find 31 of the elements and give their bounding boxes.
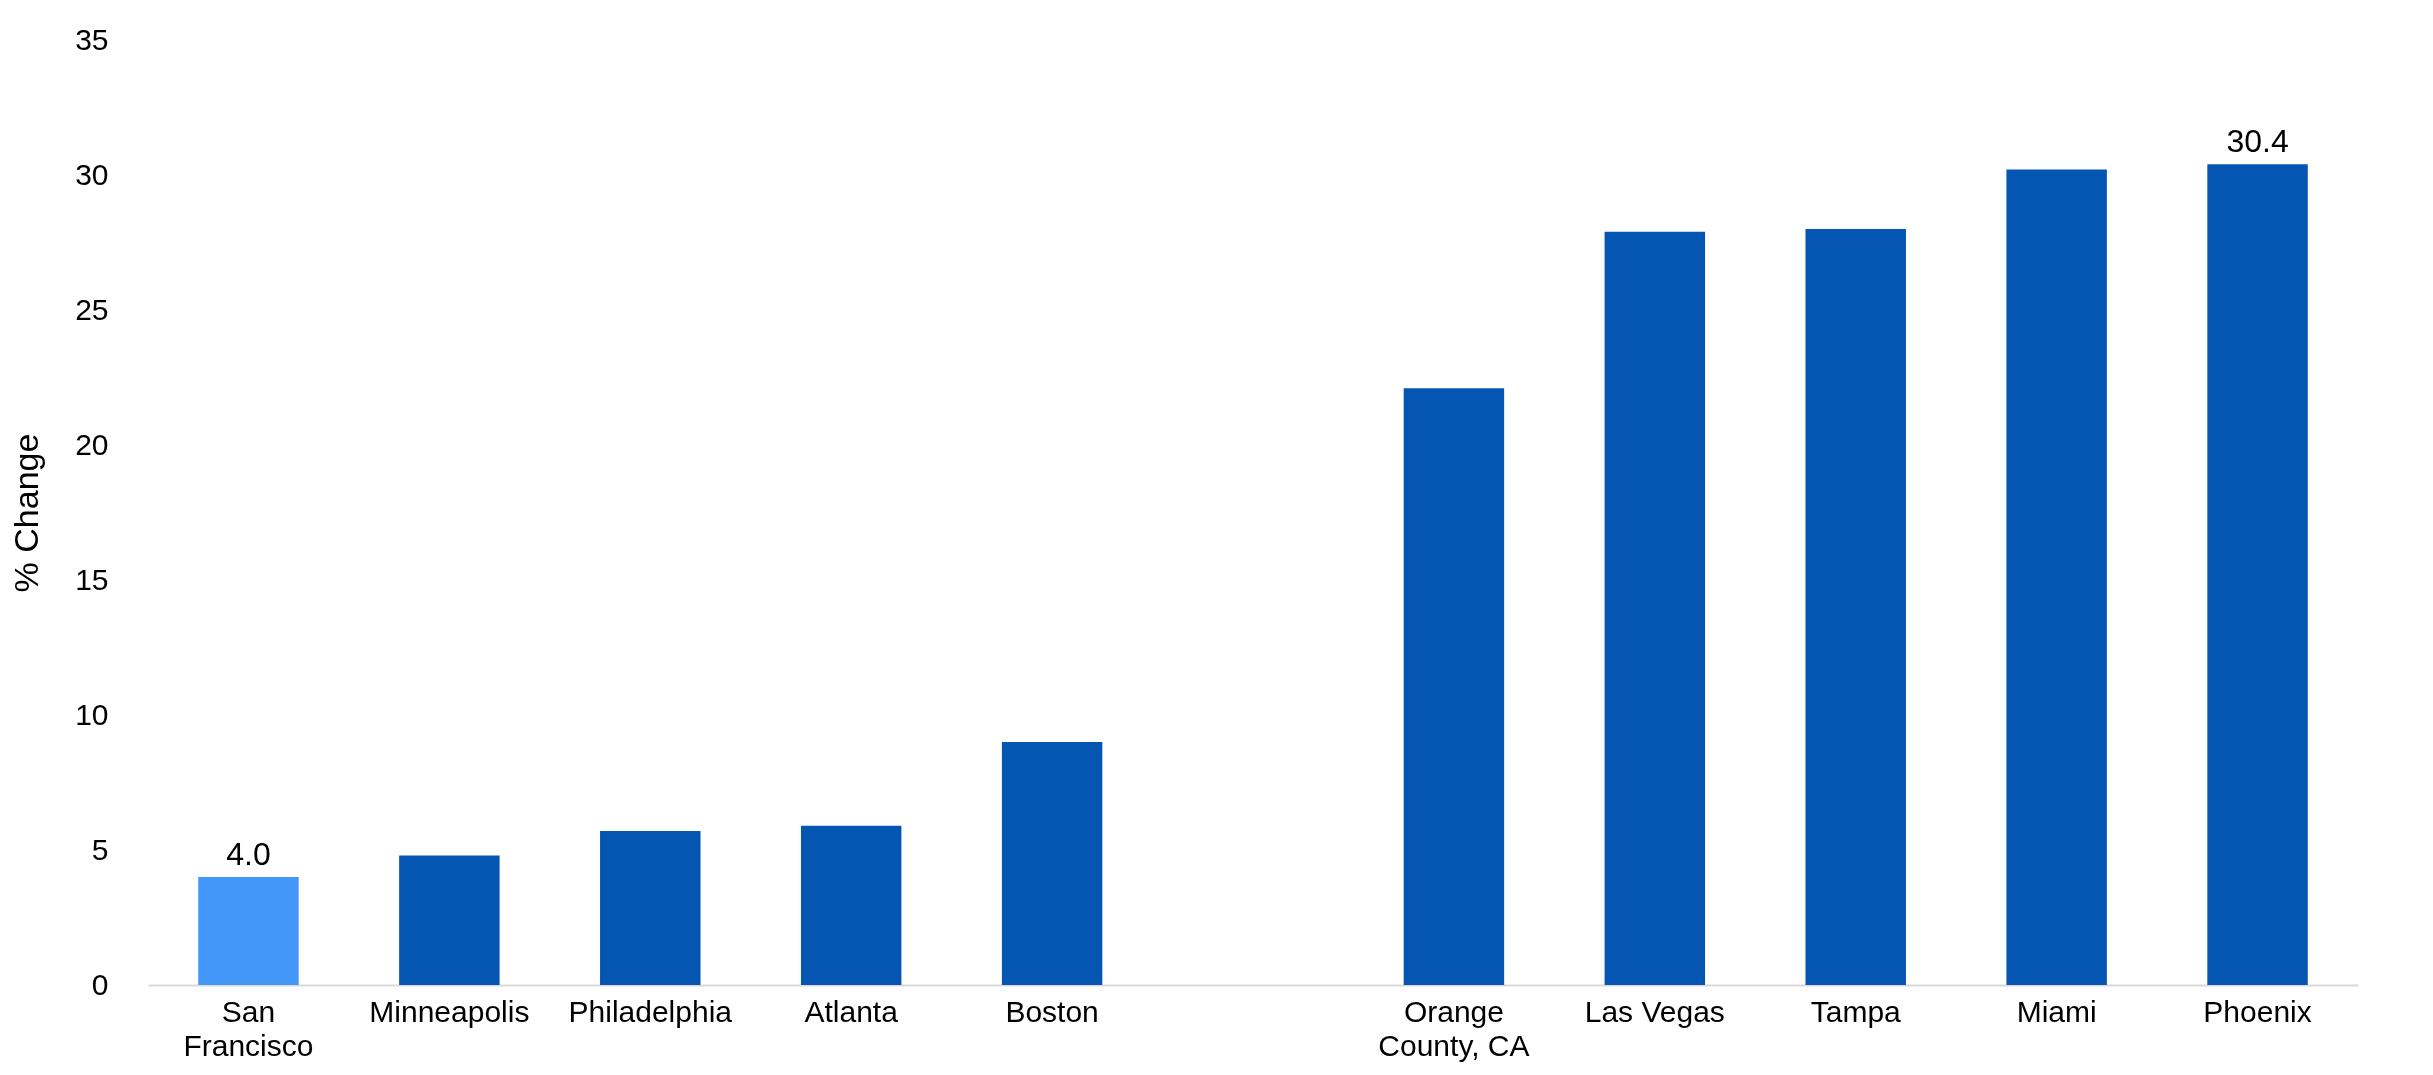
bar [2207,164,2308,985]
bar [1403,388,1505,985]
x-tick-label: Orange County, CA [1378,994,1530,1062]
bar [198,877,299,985]
bar [399,855,500,985]
x-tick-label: Atlanta [804,994,899,1028]
data-label: 4.0 [226,836,271,872]
x-tick-label: San Francisco [183,994,314,1062]
bar [800,825,902,985]
x-tick-label: Las Vegas [1584,994,1725,1028]
bar [1001,742,1103,985]
bar [1805,229,1906,985]
y-axis-title: % Change [7,433,46,593]
x-tick-label: Philadelphia [568,994,733,1028]
y-tick-label: 5 [91,832,109,866]
bar [2006,169,2107,985]
y-tick-label: 15 [75,562,109,596]
data-label: 30.4 [2226,123,2289,160]
y-tick-label: 20 [75,427,109,461]
x-tick-label: Tampa [1810,994,1902,1028]
x-tick-label: Miami [2016,994,2097,1028]
x-tick-label: Minneapolis [369,994,530,1028]
y-tick-label: 25 [75,292,109,326]
x-tick-label: Boston [1005,994,1099,1028]
y-tick-label: 10 [75,697,109,731]
y-tick-label: 30 [75,157,109,191]
bar [600,831,701,985]
x-tick-label: Phoenix [2203,994,2312,1028]
y-tick-label: 35 [75,22,109,56]
bar [1604,231,1706,985]
y-tick-label: 0 [91,967,109,1001]
